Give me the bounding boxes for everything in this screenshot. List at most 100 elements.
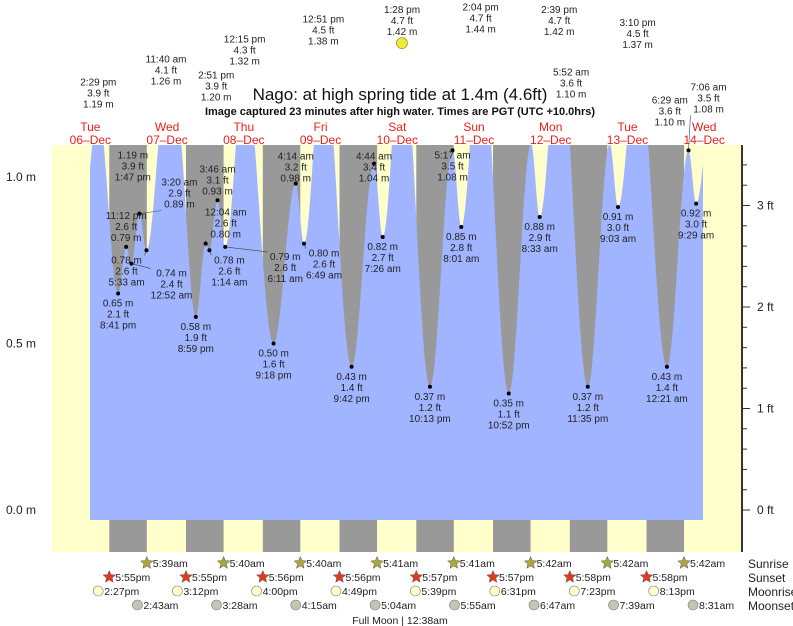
day-label-date: 09–Dec (300, 133, 341, 147)
day-label-date: 07–Dec (146, 133, 187, 147)
high-tide-label: 12:04 am2.6 ft0.80 m (205, 208, 247, 241)
high-tide-time: 2:39 pm (541, 5, 577, 16)
low-tide-dot (459, 224, 464, 229)
low-tide-dot (223, 244, 228, 249)
sunrise-icon (139, 555, 154, 569)
high-tide-time: 6:29 am (652, 96, 688, 107)
low-tide-dot (193, 314, 198, 319)
day-label-weekday: Tue (617, 120, 638, 134)
moonset-icon (211, 599, 222, 611)
low-tide-meters: 0.35 m (493, 398, 524, 409)
low-tide-label: 1.19 m3.9 ft1:47 pm (115, 151, 151, 184)
moonset-time: 5:04am (381, 600, 416, 612)
low-tide-meters: 0.79 m (270, 252, 301, 263)
high-tide-meters: 1.26 m (151, 76, 182, 87)
sunset-icon (639, 569, 654, 583)
day-label-weekday: Tue (80, 120, 101, 134)
high-tide-label: 4:14 am3.2 ft0.98 m (278, 152, 314, 185)
high-tide-label: 2:04 pm4.7 ft1.44 m (463, 3, 499, 36)
high-tide-meters: 1.38 m (308, 37, 339, 48)
low-tide-feet: 1.4 ft (656, 383, 678, 394)
high-tide-label: 11:12 pm2.6 ft0.79 m (106, 211, 147, 244)
sunrise-time: 5:41am (460, 558, 495, 570)
low-tide-meters: 1.19 m (118, 151, 149, 162)
row-label-moonrise: Moonrise (748, 585, 793, 599)
day-label-weekday: Mon (539, 120, 562, 134)
high-tide-dot (137, 211, 142, 216)
high-tide-meters: 1.32 m (229, 56, 260, 67)
sunset-time: 5:55pm (115, 572, 150, 584)
high-tide-time: 1:28 pm (384, 5, 420, 16)
low-tide-time: 6:49 am (306, 271, 342, 282)
low-tide-dot (694, 201, 699, 206)
moonrise-icon (251, 585, 262, 597)
high-tide-feet: 3.4 ft (363, 163, 385, 174)
high-tide-time: 12:51 pm (302, 15, 344, 26)
row-label-sunrise: Sunrise (748, 557, 789, 571)
high-tide-time: 3:46 am (199, 164, 235, 175)
sunset-time: 5:56pm (269, 572, 304, 584)
high-tide-meters: 0.98 m (280, 174, 311, 185)
low-tide-meters: 0.58 m (181, 322, 212, 333)
chart-subtitle: Image captured 23 minutes after high wat… (205, 106, 595, 118)
sunset-icon (486, 569, 500, 583)
moonrise-time: 7:23pm (580, 586, 615, 598)
tide-area (90, 145, 703, 520)
chart-title: Nago: at high spring tide at 1.4m (4.6ft… (253, 85, 548, 104)
low-tide-meters: 0.78 m (214, 255, 245, 266)
moonrise-time: 2:27pm (104, 586, 139, 598)
label-leader-line (139, 210, 162, 214)
high-tide-time: 5:17 am (434, 150, 470, 161)
low-tide-dot (144, 248, 149, 253)
sunset-icon (562, 569, 577, 583)
high-tide-meters: 1.42 m (544, 27, 575, 38)
low-tide-label: 0.91 m3.0 ft9:03 am (600, 212, 636, 245)
low-tide-feet: 3.0 ft (607, 223, 629, 234)
moonset-time: 5:55am (461, 600, 496, 612)
high-tide-dot (686, 148, 691, 153)
low-tide-feet: 1.6 ft (262, 360, 284, 371)
axes: 3 ft 2 ft 1 ft 0 ft 1.0 m 0.5 m 0.0 m (6, 145, 774, 552)
low-tide-time: 9:29 am (678, 231, 714, 242)
sunrise-time: 5:41am (383, 558, 418, 570)
moonrise-time: 4:49pm (342, 586, 377, 598)
high-tide-feet: 3.9 ft (87, 89, 109, 100)
high-tide-label: 5:52 am3.6 ft1.10 m (553, 68, 589, 101)
tide-water-area (90, 145, 703, 520)
low-tide-dot (616, 204, 621, 209)
moonset-icon (449, 599, 460, 611)
low-tide-time: 8:01 am (443, 254, 479, 265)
sunrise-icon (523, 555, 538, 569)
full-moon-icon (396, 37, 408, 50)
low-tide-time: 11:35 pm (567, 414, 608, 425)
low-tide-dot (585, 384, 590, 389)
high-tide-meters: 1.20 m (201, 92, 232, 103)
high-tide-feet: 2.6 ft (115, 222, 137, 233)
moonset-time: 3:28am (223, 600, 258, 612)
low-tide-meters: 0.43 m (652, 372, 683, 383)
low-tide-feet: 1.4 ft (340, 383, 362, 394)
low-tide-dot (427, 384, 432, 389)
high-tide-time: 2:29 pm (80, 78, 116, 89)
low-tide-time: 1:14 am (211, 277, 247, 288)
high-tide-meters: 0.89 m (164, 200, 195, 211)
high-tide-dot (215, 198, 220, 203)
sunset-time: 5:55pm (192, 572, 227, 584)
low-tide-feet: 2.6 ft (313, 260, 335, 271)
low-tide-label: 0.78 m2.6 ft5:33 am (108, 255, 144, 288)
sunrise-time: 5:39am (153, 558, 188, 570)
low-tide-feet: 2.9 ft (529, 233, 551, 244)
high-tide-meters: 0.79 m (111, 233, 142, 244)
high-tide-time: 4:44 am (356, 152, 392, 163)
low-tide-label: 0.92 m3.0 ft9:29 am (678, 209, 714, 242)
low-tide-dot (116, 291, 121, 296)
high-tide-label: 11:40 am4.1 ft1.26 m (146, 54, 187, 87)
high-tide-label: 7:06 am3.5 ft1.08 m (690, 82, 726, 115)
left-axis-label: 0.0 m (6, 503, 36, 517)
low-tide-feet: 1.2 ft (419, 403, 441, 414)
low-tide-time: 8:41 pm (100, 321, 136, 332)
sunset-icon (255, 569, 270, 583)
moonset-time: 7:39am (620, 600, 655, 612)
